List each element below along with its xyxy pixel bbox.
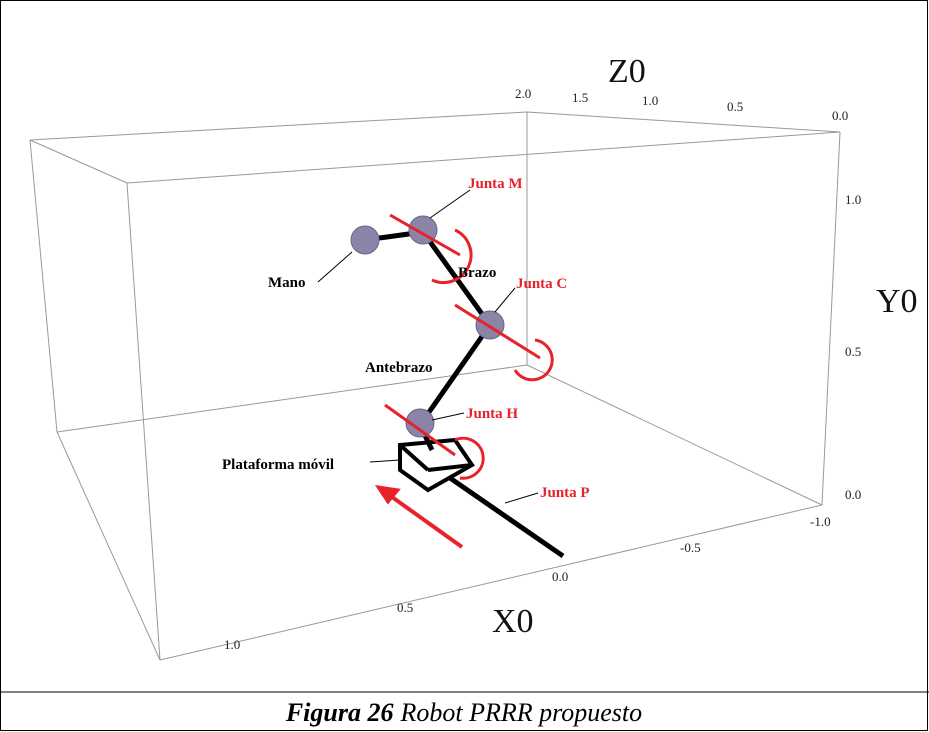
label: Mano — [268, 275, 306, 291]
axis-label: X0 — [492, 603, 534, 640]
caption-number: Figura 26 — [285, 698, 394, 727]
label: Junta P — [540, 485, 590, 501]
tick-label: 1.0 — [642, 93, 658, 108]
tick-label: 1.0 — [845, 192, 861, 207]
label: Junta H — [466, 406, 518, 422]
robot — [364, 229, 565, 559]
tick-label: 0.5 — [845, 344, 861, 359]
tick-label: 2.0 — [515, 86, 531, 101]
tick-label: 1.5 — [572, 90, 588, 105]
axis-label: Z0 — [608, 53, 646, 90]
label: Brazo — [458, 265, 496, 281]
axis-label: Y0 — [876, 283, 918, 320]
caption: Figura 26 Robot PRRR propuesto — [285, 698, 642, 727]
tick-label: 0.0 — [845, 487, 861, 502]
tick-label: -1.0 — [810, 514, 831, 529]
joints — [350, 215, 505, 438]
tick-label: 0.5 — [727, 99, 743, 114]
tick-label: 0.0 — [552, 569, 568, 584]
tick-label: 0.5 — [397, 600, 413, 615]
tick-label: 0.0 — [832, 108, 848, 123]
motion-arrows — [374, 213, 554, 549]
bounding-box — [29, 111, 841, 661]
label: Junta C — [516, 276, 567, 292]
caption-text: Robot PRRR propuesto — [399, 698, 642, 727]
label: Junta M — [468, 176, 523, 192]
label: Plataforma móvil — [222, 457, 334, 473]
tick-label: 1.0 — [224, 637, 240, 652]
tick-label: -0.5 — [680, 540, 701, 555]
label: Antebrazo — [365, 360, 433, 376]
leaders — [317, 189, 539, 504]
